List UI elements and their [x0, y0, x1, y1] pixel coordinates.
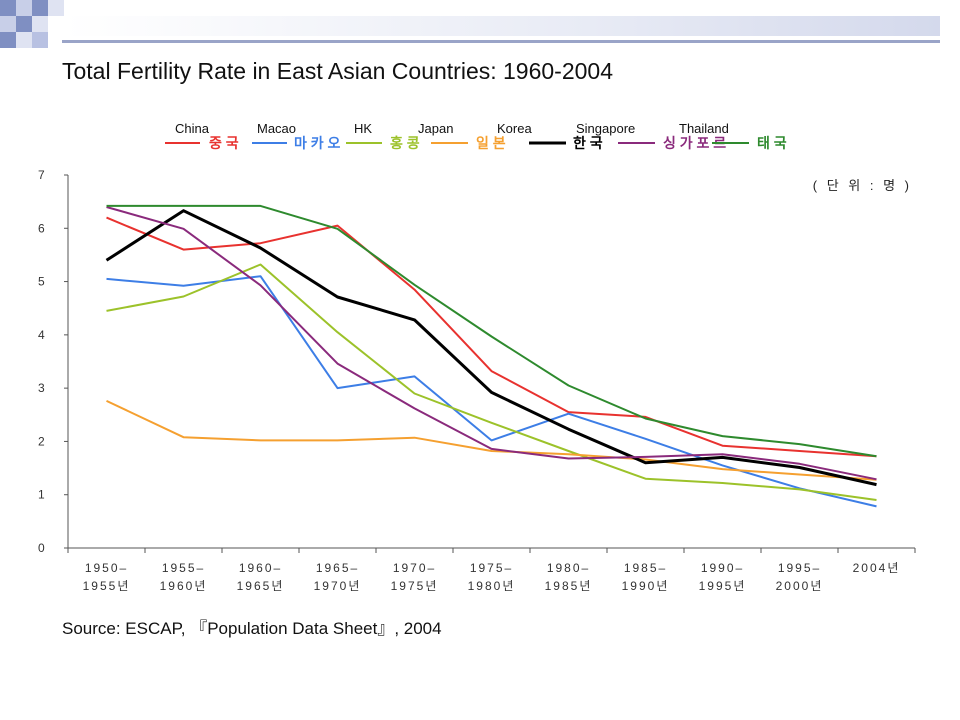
- corner-square-7: [32, 16, 48, 32]
- x-tick-label-1-a: 1955–: [162, 561, 205, 575]
- x-tick-label-7-b: 1990년: [622, 579, 670, 593]
- legend-korean-thailand: 태 국: [757, 135, 787, 151]
- series-line-china: [106, 216, 877, 458]
- corner-square-2: [16, 0, 32, 16]
- y-tick-label-2: 2: [38, 434, 45, 448]
- y-tick-label-4: 4: [38, 328, 45, 342]
- x-tick-label-8-b: 1995년: [699, 579, 747, 593]
- x-tick-label-3-b: 1970년: [314, 579, 362, 593]
- y-tick-label-6: 6: [38, 221, 45, 235]
- x-tick-label-10-a: 2004년: [853, 561, 901, 575]
- series-line-japan: [106, 399, 877, 481]
- x-tick-label-6-b: 1985년: [545, 579, 593, 593]
- x-tick-label-8-a: 1990–: [701, 561, 744, 575]
- x-tick-label-5-a: 1975–: [470, 561, 513, 575]
- legend-label-singapore: Singapore: [576, 121, 635, 136]
- series-line-korea: [105, 209, 877, 487]
- corner-square-1: [0, 0, 16, 16]
- x-tick-label-2-a: 1960–: [239, 561, 282, 575]
- legend-korean-macao: 마 카 오: [294, 135, 341, 151]
- series-line-hk: [106, 263, 877, 501]
- series-line-macao: [106, 275, 877, 508]
- y-tick-label-0: 0: [38, 541, 45, 555]
- legend-label-macao: Macao: [257, 121, 296, 136]
- y-tick-label-3: 3: [38, 381, 45, 395]
- y-tick-label-5: 5: [38, 275, 45, 289]
- legend-label-hk: HK: [354, 121, 372, 136]
- y-tick-label-7: 7: [38, 168, 45, 182]
- corner-square-6: [16, 16, 32, 32]
- corner-square-8: [0, 32, 16, 48]
- x-tick-label-2-b: 1965년: [237, 579, 285, 593]
- legend-label-china: China: [175, 121, 210, 136]
- x-tick-label-1-b: 1960년: [160, 579, 208, 593]
- x-tick-label-4-b: 1975년: [391, 579, 439, 593]
- title-divider-line: [62, 40, 940, 43]
- series-line-thailand: [106, 204, 877, 458]
- y-tick-label-1: 1: [38, 488, 45, 502]
- series-line-singapore: [106, 206, 877, 481]
- legend-korean-hk: 홍 콩: [390, 135, 420, 151]
- legend-label-thailand: Thailand: [679, 121, 729, 136]
- x-tick-label-9-b: 2000년: [776, 579, 824, 593]
- legend-label-japan: Japan: [418, 121, 453, 136]
- unit-label: ( 단 위 : 명 ): [813, 178, 912, 193]
- corner-square-3: [32, 0, 48, 16]
- x-tick-label-0-b: 1955년: [83, 579, 131, 593]
- x-tick-label-3-a: 1965–: [316, 561, 359, 575]
- legend-korean-japan: 일 본: [476, 135, 506, 151]
- x-tick-label-6-a: 1980–: [547, 561, 590, 575]
- header-bar-light: [64, 16, 940, 36]
- slide-title: Total Fertility Rate in East Asian Count…: [62, 58, 614, 84]
- corner-square-9: [16, 32, 32, 48]
- corner-square-10: [32, 32, 48, 48]
- legend-label-korea: Korea: [497, 121, 532, 136]
- legend-korean-china: 중 국: [209, 135, 239, 151]
- x-tick-label-9-a: 1995–: [778, 561, 821, 575]
- x-tick-label-7-a: 1985–: [624, 561, 667, 575]
- x-tick-label-4-a: 1970–: [393, 561, 436, 575]
- corner-square-4: [48, 0, 64, 16]
- legend-korean-singapore: 싱 가 포 르: [663, 135, 726, 151]
- source-caption: Source: ESCAP, 『Population Data Sheet』, …: [62, 619, 442, 638]
- corner-square-5: [0, 16, 16, 32]
- legend-korean-korea: 한 국: [573, 135, 603, 151]
- x-tick-label-0-a: 1950–: [85, 561, 128, 575]
- x-tick-label-5-b: 1980년: [468, 579, 516, 593]
